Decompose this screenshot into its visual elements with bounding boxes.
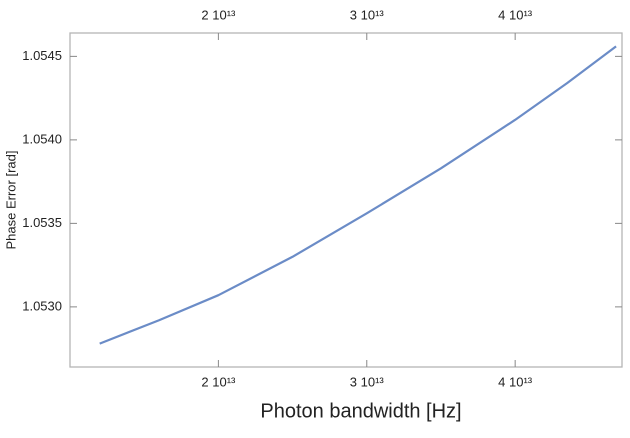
- x-tick-label: 3 10¹³: [350, 374, 385, 389]
- y-tick-label: 1.0545: [22, 48, 62, 63]
- y-axis-label: Phase Error [rad]: [3, 151, 18, 250]
- y-tick-label: 1.0540: [22, 131, 62, 146]
- top-x-tick-label: 4 10¹³: [498, 7, 533, 22]
- x-tick-label: 4 10¹³: [498, 374, 533, 389]
- top-x-tick-label: 3 10¹³: [350, 7, 385, 22]
- x-tick-label: 2 10¹³: [201, 374, 236, 389]
- y-tick-label: 1.0535: [22, 215, 62, 230]
- top-x-tick-label: 2 10¹³: [201, 7, 236, 22]
- plot-frame: [69, 32, 623, 368]
- y-tick-label: 1.0530: [22, 298, 62, 313]
- data-line: [99, 45, 617, 345]
- x-axis-label: Photon bandwidth [Hz]: [260, 400, 461, 422]
